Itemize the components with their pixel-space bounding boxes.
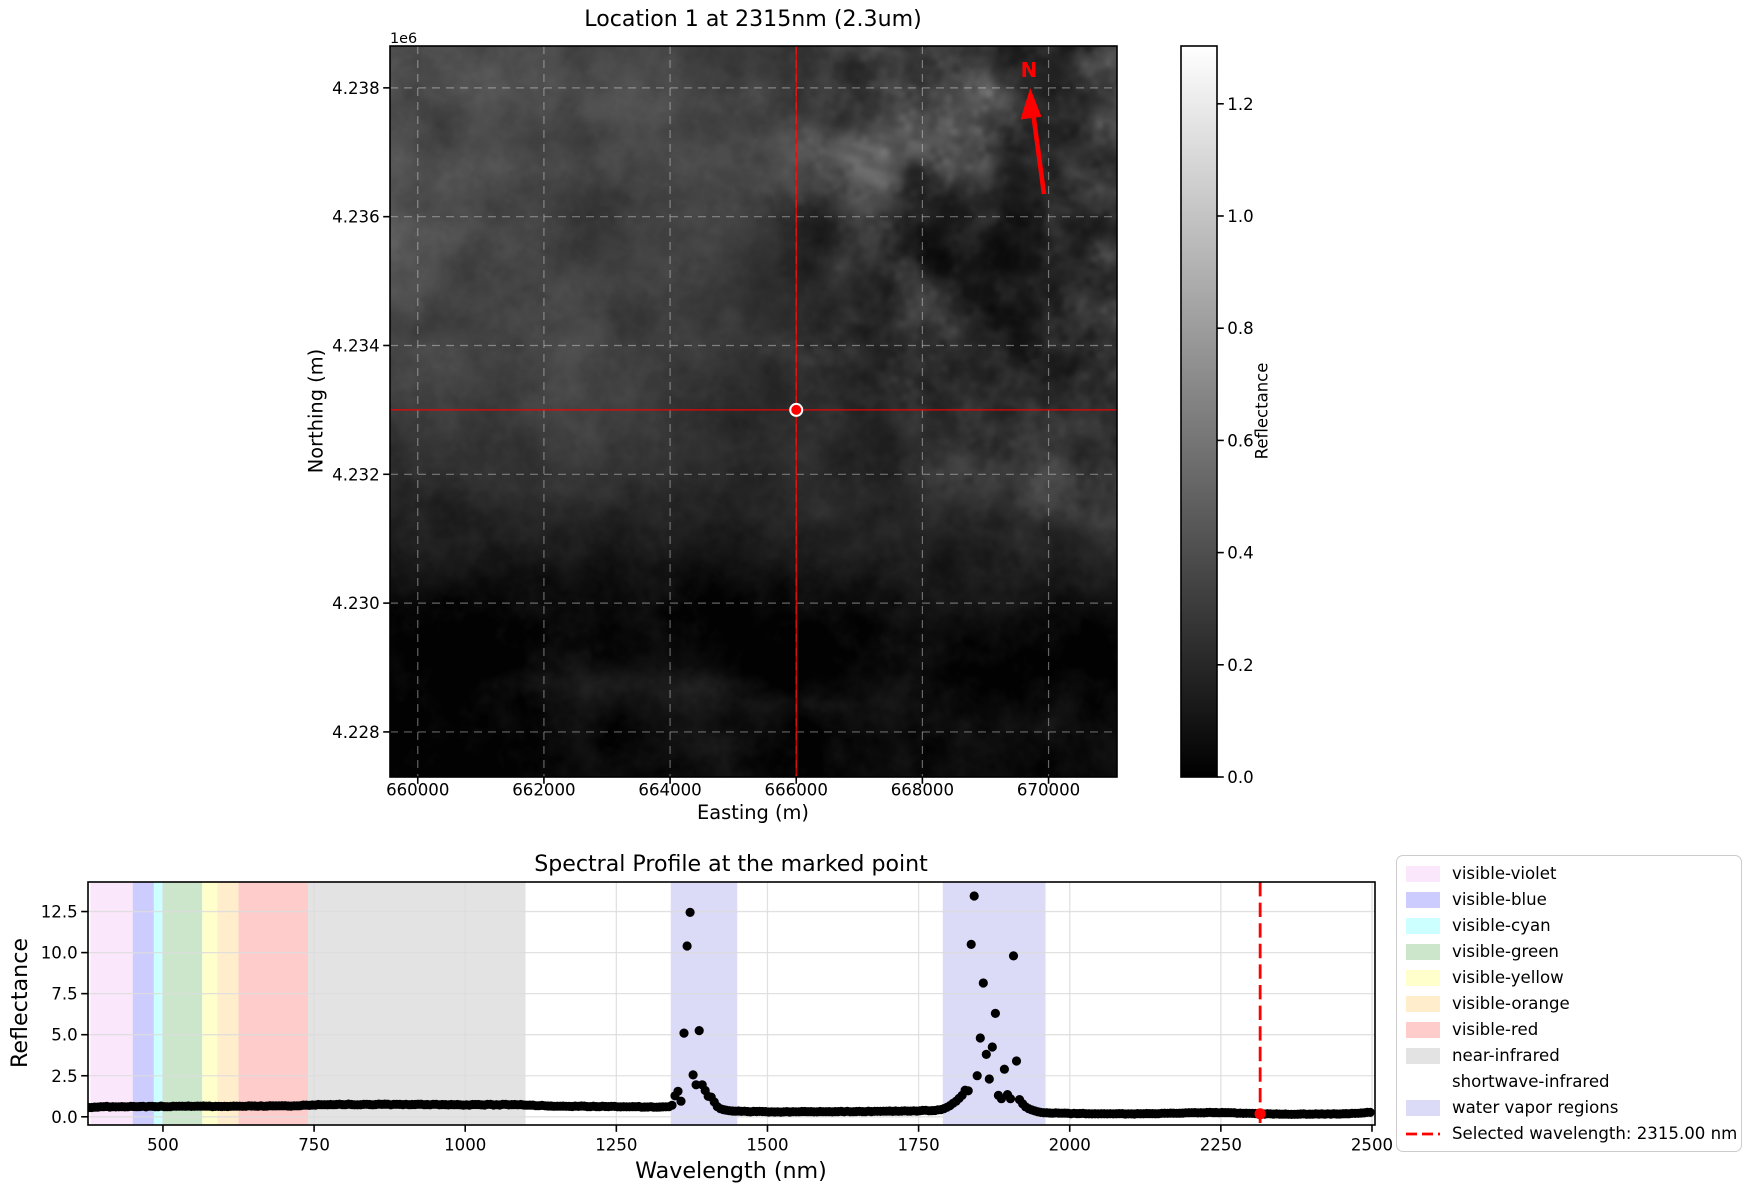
legend: visible-violet visible-blue visible-cyan vi… [1396, 855, 1742, 1152]
map-xlabel: Easting (m) [696, 801, 810, 824]
legend-swatch [1406, 995, 1440, 1012]
map-ytick-label: 4.230 [332, 594, 380, 613]
legend-swatch [1406, 917, 1440, 934]
spec-xtick-label: 500 [147, 1136, 179, 1155]
legend-swatch [1406, 1021, 1440, 1038]
spectral-band-visible-cyan [153, 882, 163, 1125]
legend-label: shortwave-infrared [1452, 1071, 1610, 1091]
spec-frame [87, 881, 1376, 1126]
spectral-xlabel: Wavelength (nm) [635, 1158, 827, 1184]
legend-entry: water vapor regions [1403, 1095, 1735, 1121]
map-marked-point [789, 402, 804, 417]
colorbar-tick-label: 1.2 [1227, 95, 1253, 114]
spec-xtick-label: 2000 [1049, 1136, 1091, 1155]
spectral-band-visible-orange [217, 882, 239, 1125]
map-ytick-label: 4.234 [332, 337, 380, 356]
legend-entry: visible-green [1403, 939, 1735, 965]
spec-ytick-label: 7.5 [51, 985, 77, 1004]
spectral-band-visible-violet [90, 882, 133, 1125]
map-frame [389, 45, 1118, 778]
spectral-band-near-infrared [308, 882, 526, 1125]
map-ytick-label: 4.228 [332, 723, 380, 742]
legend-entry: visible-yellow [1403, 965, 1735, 991]
colorbar-frame [1180, 45, 1218, 778]
spectral-band-water-vapor-regions [942, 882, 1046, 1125]
legend-swatch [1406, 943, 1440, 960]
colorbar-tick-label: 0.0 [1227, 768, 1253, 787]
map-xtick-label: 668000 [891, 781, 954, 800]
legend-label: visible-yellow [1452, 967, 1564, 987]
map-xtick-label: 664000 [638, 781, 701, 800]
spec-ytick-label: 0.0 [51, 1108, 77, 1127]
spec-xtick-label: 1250 [595, 1136, 637, 1155]
map-image [390, 46, 1117, 777]
legend-swatch [1406, 1073, 1440, 1090]
colorbar-label: Reflectance [1252, 362, 1272, 460]
legend-label: visible-orange [1452, 993, 1570, 1013]
legend-entry: visible-red [1403, 1017, 1735, 1043]
legend-entry: shortwave-infrared [1403, 1069, 1735, 1095]
spectral-band-visible-green [162, 882, 203, 1125]
spec-ytick-label: 5.0 [51, 1026, 77, 1045]
map-xtick-label: 662000 [512, 781, 575, 800]
legend-dashed-line-sample [1406, 1132, 1440, 1135]
legend-entry: Selected wavelength: 2315.00 nm [1403, 1121, 1738, 1147]
map-ytick-label: 4.232 [332, 465, 380, 484]
spec-xtick-label: 1000 [444, 1136, 486, 1155]
colorbar-tick-label: 1.0 [1227, 207, 1253, 226]
legend-swatch [1406, 1047, 1440, 1064]
spectral-band-visible-red [238, 882, 309, 1125]
north-arrow-head [1020, 88, 1042, 120]
spec-ytick-label: 10.0 [41, 944, 78, 963]
spectral-band-visible-blue [132, 882, 154, 1125]
legend-label: visible-blue [1452, 889, 1547, 909]
legend-swatch [1406, 865, 1440, 882]
legend-label: Selected wavelength: 2315.00 nm [1452, 1123, 1738, 1143]
map-y-offset-label: 1e6 [390, 31, 418, 47]
spec-xtick-label: 2500 [1351, 1136, 1393, 1155]
legend-label: visible-violet [1452, 863, 1557, 883]
spec-xtick-label: 750 [298, 1136, 330, 1155]
map-xtick-label: 670000 [1017, 781, 1080, 800]
colorbar-tick-label: 0.8 [1227, 319, 1253, 338]
spectral-ylabel: Reflectance [7, 937, 33, 1069]
spec-xtick-label: 2250 [1200, 1136, 1242, 1155]
colorbar-tick-label: 0.4 [1227, 544, 1253, 563]
colorbar-gradient [1181, 46, 1217, 777]
map-ytick-label: 4.238 [332, 79, 380, 98]
spec-xtick-label: 1750 [897, 1136, 939, 1155]
legend-entry: visible-blue [1403, 887, 1735, 913]
legend-label: visible-red [1452, 1019, 1539, 1039]
legend-swatch [1406, 891, 1440, 908]
legend-entry: visible-violet [1403, 861, 1735, 887]
colorbar-tick-label: 0.2 [1227, 656, 1253, 675]
map-xtick-label: 660000 [386, 781, 449, 800]
legend-entry: visible-orange [1403, 991, 1735, 1017]
spec-xtick-label: 1500 [746, 1136, 788, 1155]
legend-label: near-infrared [1452, 1045, 1560, 1065]
legend-swatch [1406, 1099, 1440, 1116]
spec-ytick-label: 2.5 [51, 1067, 77, 1086]
legend-entry: near-infrared [1403, 1043, 1735, 1069]
legend-swatch [1406, 969, 1440, 986]
map-xtick-label: 666000 [765, 781, 828, 800]
spec-ytick-label: 12.5 [41, 903, 78, 922]
north-arrow-label: N [1021, 58, 1038, 82]
legend-label: water vapor regions [1452, 1097, 1619, 1117]
selected-wavelength-point [1254, 1108, 1266, 1120]
legend-label: visible-green [1452, 941, 1559, 961]
spectral-title: Spectral Profile at the marked point [534, 851, 928, 877]
map-ylabel: Northing (m) [304, 348, 328, 474]
map-ytick-label: 4.236 [332, 208, 380, 227]
legend-entry: visible-cyan [1403, 913, 1735, 939]
colorbar-tick-label: 0.6 [1227, 431, 1253, 450]
spectral-band-visible-yellow [202, 882, 218, 1125]
north-arrow-shaft [1030, 111, 1047, 195]
map-title: Location 1 at 2315nm (2.3um) [584, 6, 922, 32]
legend-label: visible-cyan [1452, 915, 1551, 935]
